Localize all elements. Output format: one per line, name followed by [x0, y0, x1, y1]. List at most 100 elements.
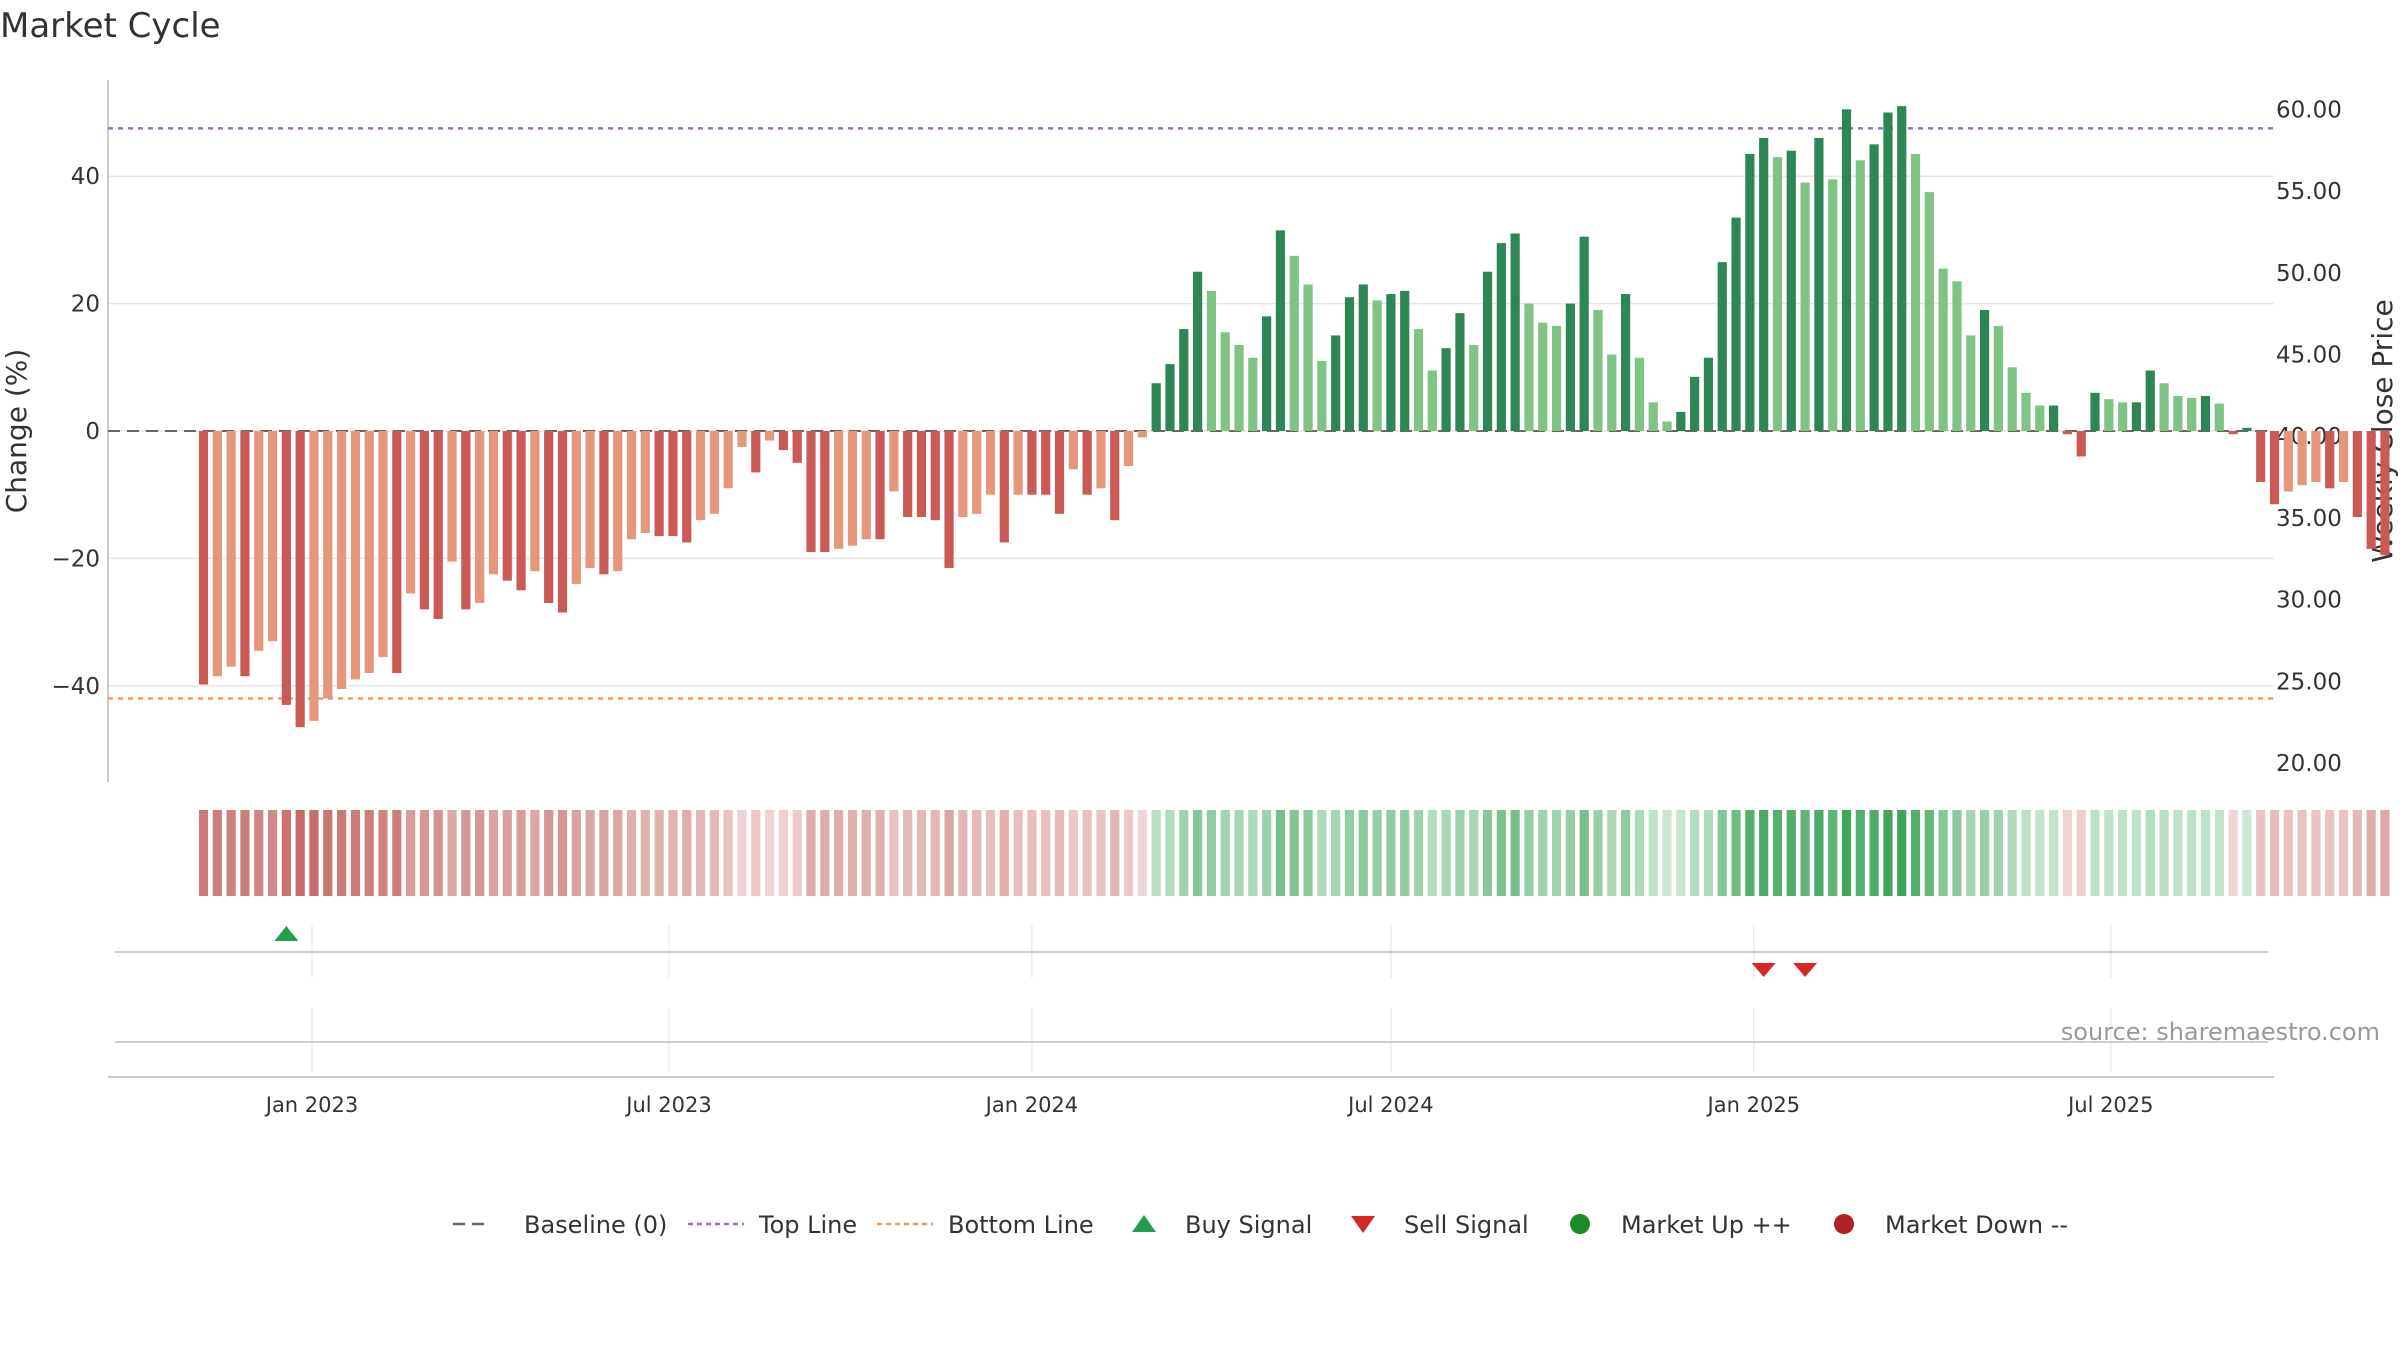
bar [1482, 271, 1493, 431]
heat-cell [1510, 810, 1520, 896]
heat-cell [613, 810, 623, 896]
heat-cell [1068, 810, 1078, 896]
heat-cell [2104, 810, 2114, 896]
bar [1068, 431, 1078, 470]
heat-cell [571, 810, 581, 896]
legend-label: Market Down -- [1885, 1211, 2068, 1239]
bar [488, 431, 499, 575]
bar [1993, 325, 2003, 431]
heat-cell [1303, 810, 1313, 896]
sell-signal-marker [1751, 963, 1776, 977]
heat-cell [309, 810, 319, 896]
bar [626, 431, 637, 540]
heat-cell [1441, 810, 1451, 896]
heat-cell [1814, 810, 1824, 896]
heat-cell [544, 810, 554, 896]
bar [1123, 431, 1134, 467]
heat-cell [875, 810, 885, 896]
heat-cell [1979, 810, 1990, 896]
bar [350, 431, 360, 680]
x-tick-label: Jan 2024 [984, 1093, 1079, 1117]
bar [1151, 383, 1161, 431]
legend-label: Buy Signal [1185, 1211, 1312, 1239]
bar [806, 431, 816, 553]
bar [1786, 150, 1796, 431]
bar [2242, 427, 2252, 431]
bar [1648, 402, 1658, 431]
heat-cell [709, 810, 719, 896]
bar [406, 431, 416, 594]
bar [2214, 403, 2224, 431]
heat-cell [640, 810, 650, 896]
heat-cell [2283, 810, 2293, 896]
bar [212, 431, 222, 677]
bar [764, 431, 775, 441]
bar [2311, 431, 2321, 482]
bar [1869, 144, 1879, 431]
chart-title: Market Cycle [0, 6, 221, 46]
heat-cell [1772, 810, 1783, 896]
bar [985, 431, 996, 495]
y-tick-label: −20 [51, 546, 100, 572]
bar [834, 431, 844, 549]
bar [2380, 431, 2390, 556]
market-down-legend-icon [1834, 1214, 1854, 1234]
heat-cell [1262, 810, 1272, 896]
heat-cell [1192, 810, 1203, 896]
heat-cell [2021, 810, 2031, 896]
heat-cell [1786, 810, 1796, 896]
bar [2090, 392, 2100, 431]
bar [1510, 233, 1520, 431]
heat-cell [1745, 810, 1755, 896]
heat-cell [1703, 810, 1714, 896]
heat-cell [1952, 810, 1962, 896]
bar [916, 431, 927, 517]
bar [1897, 106, 1907, 431]
heat-cell [2076, 810, 2086, 896]
heat-cell [2173, 810, 2183, 896]
bar [433, 431, 443, 619]
bar [889, 431, 899, 492]
y-tick-label: 40 [71, 164, 100, 190]
heat-cell [1551, 810, 1562, 896]
y2-tick-label: 35.00 [2276, 506, 2342, 532]
heat-cell [1910, 810, 1921, 896]
bar [847, 431, 858, 546]
heat-cell [1082, 810, 1092, 896]
legend-label: Top Line [758, 1211, 857, 1239]
y2-tick-label: 60.00 [2276, 97, 2342, 123]
heat-cell [2062, 810, 2073, 896]
bar [1759, 137, 1769, 432]
heat-cell [2366, 810, 2376, 896]
heat-cell [764, 810, 775, 896]
bar [364, 431, 374, 674]
heat-cell [999, 810, 1009, 896]
bar [1027, 431, 1037, 495]
bar [2159, 383, 2169, 431]
heat-cell [212, 810, 222, 896]
legend-label: Baseline (0) [524, 1211, 667, 1239]
bar [1400, 290, 1410, 431]
heat-cell [2187, 810, 2197, 896]
heat-cell [958, 810, 968, 896]
bar [2338, 431, 2349, 482]
bar [323, 431, 333, 699]
bar [1110, 431, 1120, 521]
heat-cell [2325, 810, 2335, 896]
bar [1441, 348, 1451, 431]
heat-cell [2311, 810, 2321, 896]
bar [309, 431, 319, 721]
legend-label: Bottom Line [948, 1211, 1094, 1239]
bar [1455, 313, 1465, 431]
heat-cell [1524, 810, 1534, 896]
bar [2062, 431, 2073, 435]
heat-cell [2090, 810, 2100, 896]
bar [1248, 357, 1258, 431]
bar [2283, 431, 2293, 492]
heat-cell [1883, 810, 1893, 896]
heat-cell [1621, 810, 1631, 896]
bar [2173, 395, 2183, 431]
bar [1041, 431, 1051, 495]
y-tick-label: 20 [71, 292, 100, 318]
heat-cell [1344, 810, 1355, 896]
